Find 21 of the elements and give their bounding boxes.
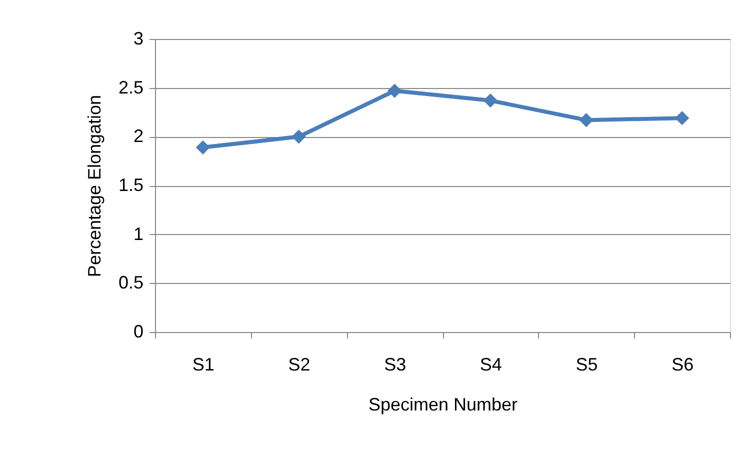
x-tick-label: S3 xyxy=(384,354,406,374)
y-tick-label: 0.5 xyxy=(118,272,144,293)
y-tick-label: 1 xyxy=(133,224,144,244)
point xyxy=(388,84,402,98)
x-tick-label: S5 xyxy=(576,354,598,374)
point xyxy=(675,111,690,126)
x-tick-label: S6 xyxy=(672,354,694,374)
y-tick-label: 3 xyxy=(133,28,144,48)
point xyxy=(483,93,498,108)
y-tick-label: 1.5 xyxy=(118,175,144,195)
x-tick-label: S2 xyxy=(288,354,310,374)
y-tick-label: 2.5 xyxy=(118,77,144,98)
y-tick-label: 2 xyxy=(133,126,144,146)
y-tick-label: 0 xyxy=(133,322,144,342)
point xyxy=(579,112,594,128)
x-axis-title: Specimen Number xyxy=(368,394,518,414)
y-axis-title: Percentage Elongation xyxy=(84,94,104,278)
x-tick-label: S4 xyxy=(480,354,502,374)
x-tick-label: S1 xyxy=(192,354,214,374)
point xyxy=(196,140,210,154)
point xyxy=(292,130,306,144)
